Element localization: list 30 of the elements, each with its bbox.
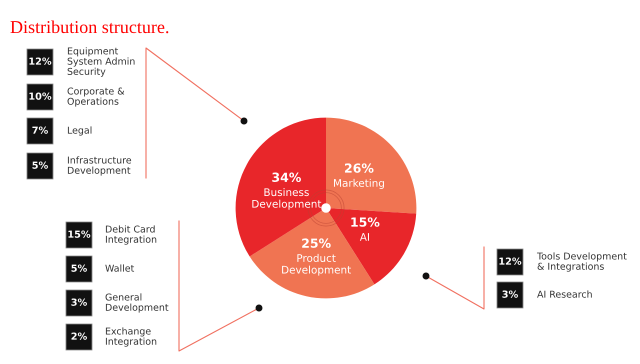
text: Exchange Integration: [106, 327, 156, 347]
text: Tools Development & Integrations: [536, 252, 627, 272]
slice-label: Product Development: [282, 254, 351, 276]
slice-label: AI: [360, 233, 369, 241]
text: 5%: [32, 161, 48, 169]
text: 3%: [71, 298, 87, 306]
text: Equipment System Admin Security: [68, 47, 135, 77]
data-label: 15%: [351, 217, 380, 227]
text: 12%: [499, 257, 522, 265]
text: Legal: [68, 126, 92, 136]
text: Distribution structure.: [10, 20, 168, 34]
text: Corporate & Operations: [68, 87, 124, 107]
slice-label: Marketing: [334, 178, 384, 189]
text: AI Research: [537, 290, 592, 298]
text: Debit Card Integration: [106, 225, 156, 245]
text: 2%: [72, 332, 87, 340]
data-label: 25%: [302, 238, 331, 248]
text: Infrastructure Development: [68, 156, 132, 176]
text: 15%: [68, 230, 90, 238]
text: 10%: [29, 92, 52, 100]
data-label: 26%: [344, 163, 374, 173]
text: Wallet: [105, 264, 134, 272]
text: 5%: [71, 264, 87, 272]
text: 7%: [32, 126, 48, 134]
data-label: 34%: [272, 172, 301, 182]
text: 12%: [29, 57, 52, 65]
text: 3%: [502, 290, 518, 298]
slice-label: Business Development: [252, 188, 322, 210]
pie-slice: [326, 118, 416, 214]
text: General Development: [106, 293, 168, 313]
